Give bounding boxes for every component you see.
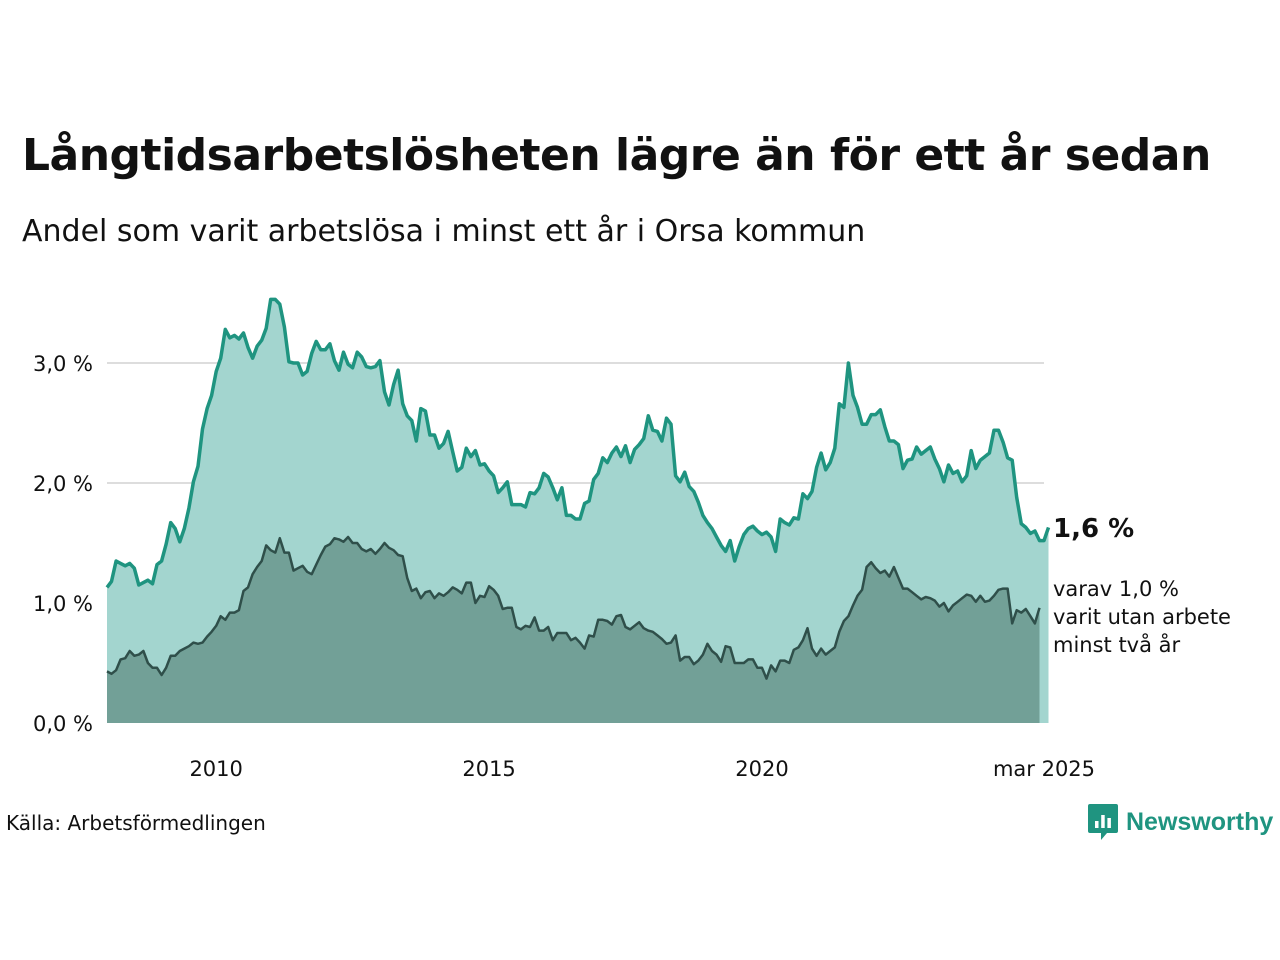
source-note: Källa: Arbetsförmedlingen (6, 811, 266, 835)
newsworthy-logo: Newsworthy (1088, 804, 1273, 840)
line-main-series (105, 297, 1051, 589)
area-sub-series (107, 537, 1040, 723)
y-tick-label: 2,0 % (33, 472, 93, 496)
brand-name: Newsworthy (1126, 807, 1274, 836)
x-tick-label: 2020 (735, 757, 788, 781)
y-tick-label: 1,0 % (33, 592, 93, 616)
sub-series-label-line1: varav 1,0 % (1053, 577, 1179, 601)
y-tick-label: 3,0 % (33, 352, 93, 376)
y-axis-ticks: 0,0 % 1,0 % 2,0 % 3,0 % (33, 352, 93, 736)
x-axis-ticks: 2010 2015 2020 mar 2025 (189, 757, 1095, 781)
newsworthy-logo-icon (1088, 804, 1118, 840)
x-tick-label: 2015 (462, 757, 515, 781)
y-tick-label: 0,0 % (33, 712, 93, 736)
chart-title: Långtidsarbetslösheten lägre än för ett … (22, 130, 1211, 181)
x-tick-label: mar 2025 (993, 757, 1095, 781)
main-series-value-label: 1,6 % (1053, 514, 1134, 544)
line-sub-series (106, 535, 1041, 680)
chart-subtitle: Andel som varit arbetslösa i minst ett å… (22, 214, 866, 249)
sub-series-label-line3: minst två år (1053, 632, 1181, 657)
x-tick-label: 2010 (189, 757, 242, 781)
sub-series-label-line2: varit utan arbete (1053, 605, 1231, 629)
